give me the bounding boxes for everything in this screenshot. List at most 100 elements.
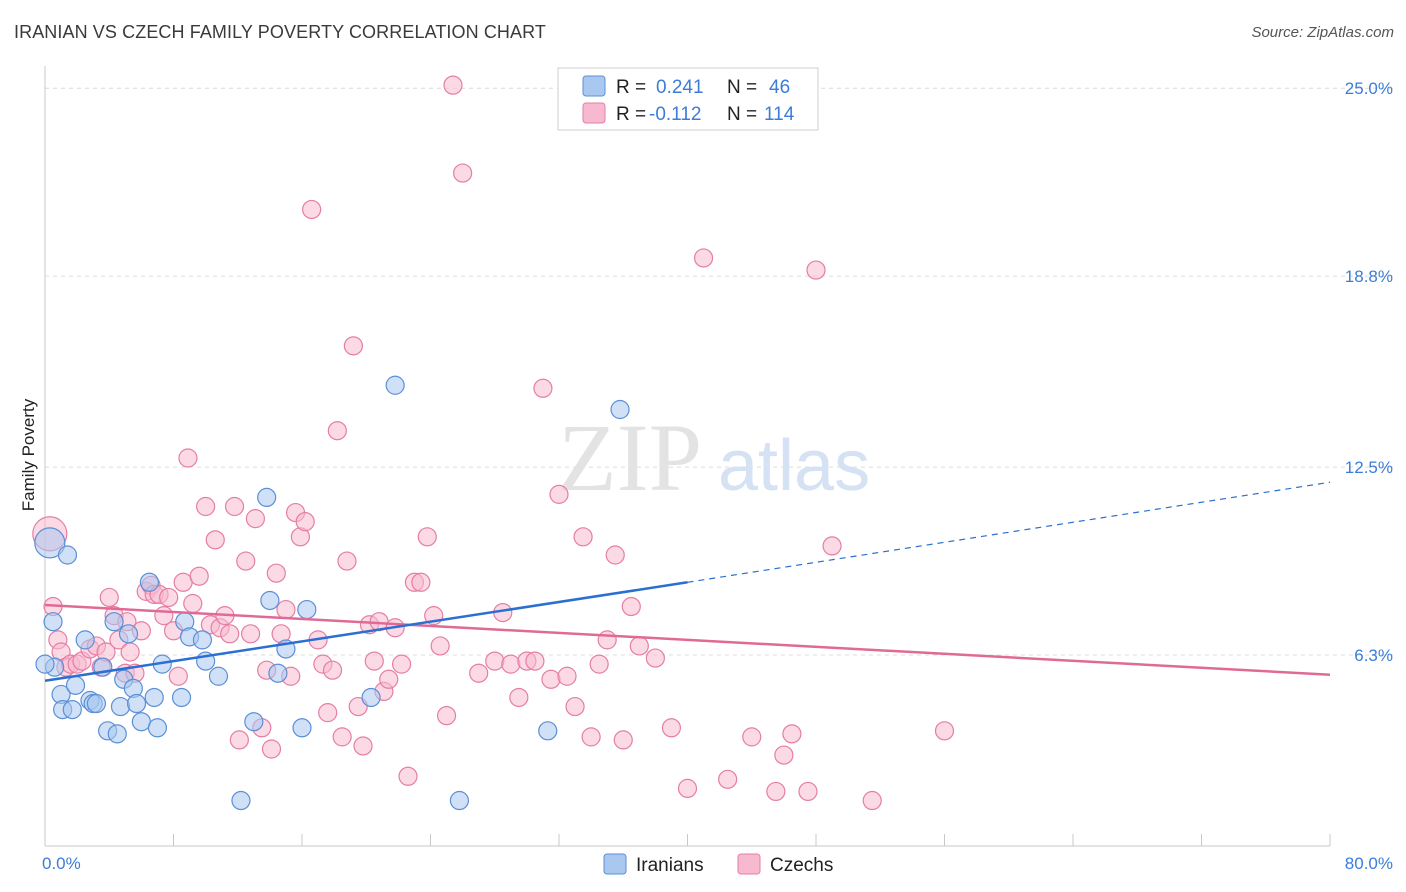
bottom-legend: Iranians Czechs xyxy=(603,853,833,876)
legend-swatch-iranians xyxy=(582,75,606,97)
czech-point xyxy=(411,572,431,592)
czech-point xyxy=(806,260,826,280)
czech-point xyxy=(485,651,505,671)
czech-point xyxy=(934,721,955,741)
czech-point xyxy=(245,509,266,529)
czech-point xyxy=(430,636,450,656)
czech-point xyxy=(332,727,352,747)
legend-r-label-1: R = xyxy=(616,77,646,98)
iranian-point xyxy=(538,721,558,741)
legend-n-label-2: N = xyxy=(727,104,757,125)
czech-point xyxy=(501,654,521,674)
iranian-point xyxy=(131,712,151,732)
iranian-point xyxy=(449,790,470,811)
czech-point xyxy=(168,666,188,686)
czech-point xyxy=(693,248,714,268)
czech-point xyxy=(353,736,373,756)
x-tick-label-0: 0.0% xyxy=(42,854,81,873)
chart-title: IRANIAN VS CZECH FAMILY POVERTY CORRELAT… xyxy=(14,22,547,42)
czech-point xyxy=(557,666,577,686)
iranian-point xyxy=(297,599,317,620)
watermark-atlas: atlas xyxy=(718,426,870,506)
iranian-point xyxy=(268,663,288,683)
czech-point xyxy=(398,766,418,786)
czech-point xyxy=(862,790,882,811)
czech-point xyxy=(565,696,585,717)
legend-r-label-2: R = xyxy=(616,104,646,125)
iranian-point xyxy=(86,693,107,714)
czech-point xyxy=(766,781,786,802)
czech-point xyxy=(597,630,617,650)
iranian-point xyxy=(107,724,127,744)
czechs-trend-line xyxy=(44,603,1331,676)
czech-point xyxy=(302,199,322,220)
czech-point xyxy=(189,566,209,586)
czech-point xyxy=(718,769,738,789)
czech-point xyxy=(417,527,437,547)
iranian-point xyxy=(208,666,229,686)
czech-point xyxy=(782,724,802,744)
iranians-points xyxy=(34,375,630,811)
czech-point xyxy=(661,718,682,738)
czech-point xyxy=(469,663,489,683)
czech-point xyxy=(645,648,665,668)
czech-point xyxy=(322,660,343,680)
y-tick-label-2: 18.8% xyxy=(1345,267,1393,286)
czech-point xyxy=(525,651,545,671)
czech-point xyxy=(205,530,225,550)
iranian-point xyxy=(610,399,630,420)
czech-point xyxy=(549,484,569,504)
iranian-point xyxy=(43,612,63,632)
czech-point xyxy=(178,448,198,468)
y-tick-label-1: 12.5% xyxy=(1345,458,1393,477)
czech-point xyxy=(822,536,842,556)
czech-point xyxy=(318,703,338,723)
czech-point xyxy=(605,545,625,565)
iranian-point xyxy=(34,527,66,559)
czech-point xyxy=(120,642,140,662)
iranian-point xyxy=(144,687,164,708)
czech-point xyxy=(379,669,399,689)
czech-point xyxy=(677,778,698,799)
czech-point xyxy=(391,654,412,674)
legend: R = 0.241 N = 46 R = -0.112 N = 114 xyxy=(557,67,819,131)
iranian-point xyxy=(35,654,55,674)
czech-point xyxy=(443,75,463,95)
czech-point xyxy=(220,624,240,644)
legend-n-value-1: 46 xyxy=(769,77,790,98)
legend-n-value-2: 114 xyxy=(764,104,795,125)
iranian-point xyxy=(118,624,139,644)
czech-point xyxy=(229,730,249,750)
legend-n-label-1: N = xyxy=(727,77,757,98)
czech-point xyxy=(589,654,609,674)
iranian-point xyxy=(292,718,312,738)
czech-point xyxy=(621,596,641,617)
iranian-point xyxy=(385,375,405,395)
iranian-point xyxy=(361,687,381,708)
czech-point xyxy=(453,163,473,183)
czech-point xyxy=(196,496,216,517)
czech-point xyxy=(581,727,601,747)
iranian-point xyxy=(171,687,192,708)
iranian-point xyxy=(126,693,147,714)
watermark: ZIP atlas xyxy=(558,404,870,511)
iranian-point xyxy=(110,696,131,717)
y-tick-label-3: 25.0% xyxy=(1345,79,1393,98)
czech-point xyxy=(266,563,286,583)
czech-point xyxy=(573,527,593,547)
czech-point xyxy=(261,739,282,759)
czech-point xyxy=(742,727,762,747)
bottom-legend-swatch-iranians xyxy=(603,853,627,875)
bottom-legend-label-czechs: Czechs xyxy=(770,855,833,876)
tick-labels: 6.3% 12.5% 18.8% 25.0% 0.0% 80.0% xyxy=(42,79,1393,873)
czech-point xyxy=(241,624,261,644)
czech-point xyxy=(629,636,649,656)
iranian-point xyxy=(57,545,78,565)
czech-point xyxy=(798,781,818,802)
czech-point xyxy=(99,587,119,608)
iranians-trend-extension xyxy=(687,481,1331,583)
axes xyxy=(44,66,1331,847)
y-tick-label-0: 6.3% xyxy=(1354,646,1393,665)
czech-point xyxy=(774,745,794,765)
